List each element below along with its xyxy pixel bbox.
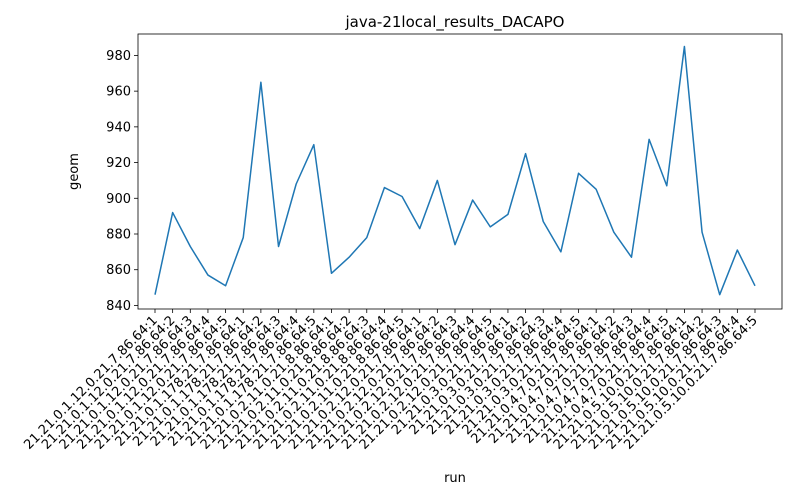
y-tick-label: 980 bbox=[106, 49, 131, 64]
y-tick-label: 960 bbox=[106, 85, 131, 100]
y-axis-title: geom bbox=[67, 153, 82, 190]
x-axis: 21.21.0.1.12.0.21.7.86.64:121.21.0.1.12.… bbox=[21, 309, 761, 453]
y-tick-label: 900 bbox=[106, 192, 131, 207]
y-tick-label: 920 bbox=[106, 156, 131, 171]
y-tick-label: 840 bbox=[106, 299, 131, 314]
plot-frame bbox=[137, 33, 783, 310]
chart-title: java-21local_results_DACAPO bbox=[344, 13, 564, 32]
x-axis-title: run bbox=[444, 471, 466, 486]
y-tick-label: 880 bbox=[106, 228, 131, 243]
series-line bbox=[154, 45, 756, 296]
y-tick-label: 860 bbox=[106, 263, 131, 278]
y-axis: 840 860 880 900 920 940 960 980 bbox=[106, 49, 138, 314]
y-tick-label: 940 bbox=[106, 120, 131, 135]
